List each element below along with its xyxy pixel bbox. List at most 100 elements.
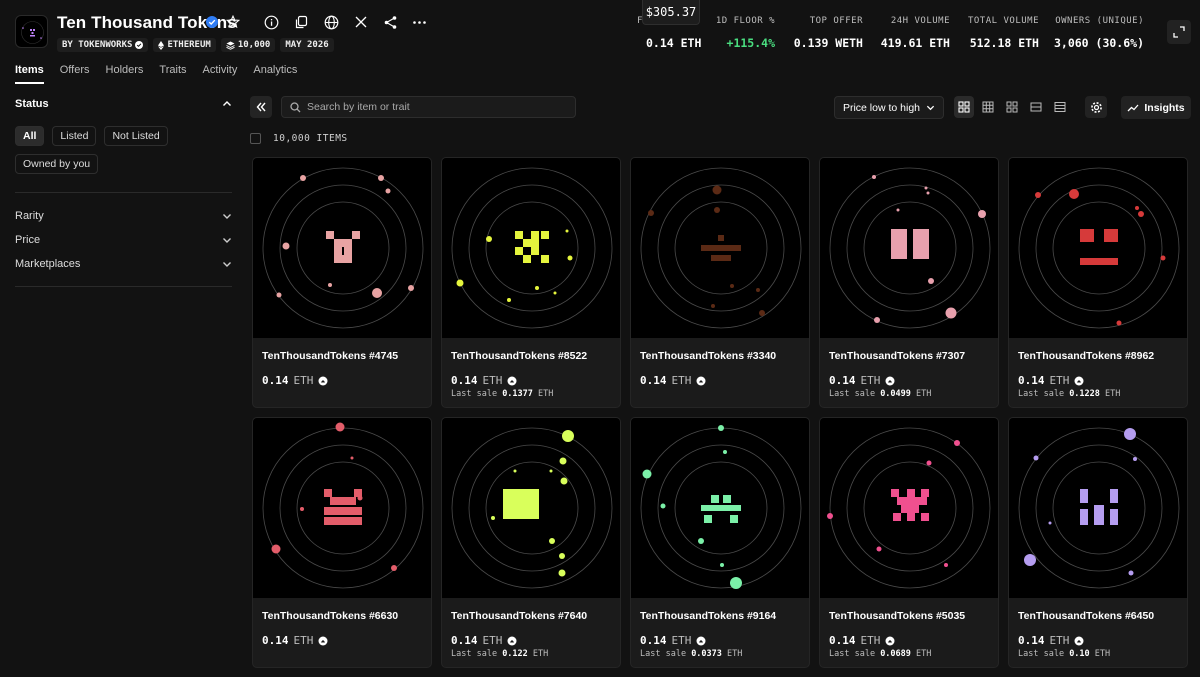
item-name: TenThousandTokens #7640 [451,610,588,622]
price-value: 0.14 [451,374,478,387]
share-icon[interactable] [383,15,401,33]
price-value: 0.14 [829,634,856,647]
stat-24h-volume[interactable]: 24H VOLUME 419.61 ETH [881,16,950,50]
stat-value: 3,060 (30.6%) [1053,36,1144,50]
stat-label: 24H VOLUME [890,16,950,26]
chain-badge: ETHEREUM [153,38,216,52]
status-chip-not-listed[interactable]: Not Listed [104,126,168,146]
view-large-grid-button[interactable] [954,96,974,118]
star-icon[interactable] [226,15,244,33]
tab-offers[interactable]: Offers [59,64,90,76]
filter-marketplaces[interactable]: Marketplaces [15,256,232,272]
item-price: 0.14 ETH [1018,634,1084,647]
item-price: 0.14 ETH [451,374,517,387]
insights-button[interactable]: Insights [1121,96,1191,119]
price-unit: ETH [482,634,503,647]
status-chip-listed[interactable]: Listed [52,126,97,146]
filter-sidebar: Status All Listed Not Listed Owned by yo… [15,96,232,287]
tab-analytics[interactable]: Analytics [253,64,298,76]
select-all-checkbox[interactable] [250,133,261,144]
x-twitter-icon[interactable] [354,15,372,33]
globe-icon[interactable] [324,15,342,33]
items-count-row: 10,000 ITEMS [250,133,348,144]
expand-icon [1173,26,1185,38]
verified-icon [206,16,218,28]
status-title: Status [15,98,49,110]
item-card[interactable]: TenThousandTokens #4745 0.14 ETH [252,157,432,408]
last-sale-label: Last sale [1018,649,1065,659]
stat-floor[interactable]: F 0.14 ETH [631,16,701,50]
stat-value: 419.61 ETH [880,36,950,50]
sort-dropdown[interactable]: Price low to high [834,96,944,119]
divider [15,286,232,287]
stat-total-volume[interactable]: TOTAL VOLUME 512.18 ETH [968,16,1039,50]
view-compact-button[interactable] [1002,96,1022,118]
compact-grid-icon [1006,101,1018,113]
view-table-button[interactable] [1050,96,1070,118]
item-card[interactable]: TenThousandTokens #8522 0.14 ETH Last sa… [441,157,621,408]
last-sale-label: Last sale [829,389,876,399]
item-card[interactable]: TenThousandTokens #5035 0.14 ETH Last sa… [819,417,999,668]
expand-button[interactable] [1167,20,1191,44]
stat-1d-floor[interactable]: 1D FLOOR % +115.4% [716,16,775,50]
item-image [820,418,998,598]
tab-items[interactable]: Items [15,64,44,84]
items-count: 10,000 ITEMS [273,133,348,144]
item-image [631,158,809,338]
item-price: 0.14 ETH [640,374,706,387]
tab-activity[interactable]: Activity [202,64,238,76]
search-icon [290,101,301,112]
stat-label: F [637,16,643,26]
item-image [820,158,998,338]
stat-value: 0.14 ETH [646,36,702,50]
tab-traits[interactable]: Traits [159,64,187,76]
filter-price[interactable]: Price [15,232,232,248]
item-name: TenThousandTokens #6630 [262,610,399,622]
collection-logo [15,15,48,48]
search-box[interactable] [281,96,576,118]
creator-badge[interactable]: BY TOKENWORKS [57,38,149,52]
status-chip-all[interactable]: All [15,126,45,146]
stat-owners[interactable]: OWNERS (UNIQUE) 3,060 (30.6%) [1054,16,1144,50]
collapse-sidebar-button[interactable] [250,96,272,118]
more-icon[interactable] [412,15,430,33]
settings-button[interactable] [1085,96,1107,118]
status-chip-owned[interactable]: Owned by you [15,154,99,174]
marketplace-icon [507,636,517,645]
verified-icon [135,41,144,49]
last-sale-label: Last sale [1018,389,1065,399]
item-card[interactable]: TenThousandTokens #6630 0.14 ETH [252,417,432,668]
price-unit: ETH [671,634,692,647]
item-card[interactable]: TenThousandTokens #7307 0.14 ETH Last sa… [819,157,999,408]
tab-holders[interactable]: Holders [105,64,144,76]
sort-label: Price low to high [842,101,921,114]
filter-rarity[interactable]: Rarity [15,208,232,224]
item-card[interactable]: TenThousandTokens #8962 0.14 ETH Last sa… [1008,157,1188,408]
price-value: 0.14 [640,374,667,387]
item-image [253,158,431,338]
stat-top-offer[interactable]: TOP OFFER 0.139 WETH [794,16,863,50]
item-grid: TenThousandTokens #4745 0.14 ETH TenThou… [252,157,1188,668]
last-sale: Last sale 0.0689 ETH [829,649,931,659]
marketplace-icon [696,636,706,645]
search-input[interactable] [307,101,567,113]
item-name: TenThousandTokens #6450 [1018,610,1155,622]
grid-icon [982,101,994,113]
stat-label: TOP OFFER [809,16,863,26]
item-card[interactable]: TenThousandTokens #6450 0.14 ETH Last sa… [1008,417,1188,668]
item-card[interactable]: TenThousandTokens #3340 0.14 ETH [630,157,810,408]
stat-value: +115.4% [726,36,775,50]
item-image [442,418,620,598]
chain-label: ETHEREUM [167,40,211,50]
item-card[interactable]: TenThousandTokens #9164 0.14 ETH Last sa… [630,417,810,668]
gear-icon [1090,101,1102,113]
price-value: 0.14 [1018,374,1045,387]
view-grid-button[interactable] [978,96,998,118]
item-card[interactable]: TenThousandTokens #7640 0.14 ETH Last sa… [441,417,621,668]
view-list-button[interactable] [1026,96,1046,118]
info-icon[interactable] [264,15,282,33]
status-filter-header[interactable]: Status [15,96,232,112]
marketplace-icon [885,636,895,645]
copy-icon[interactable] [294,15,312,33]
table-icon [1054,102,1066,112]
